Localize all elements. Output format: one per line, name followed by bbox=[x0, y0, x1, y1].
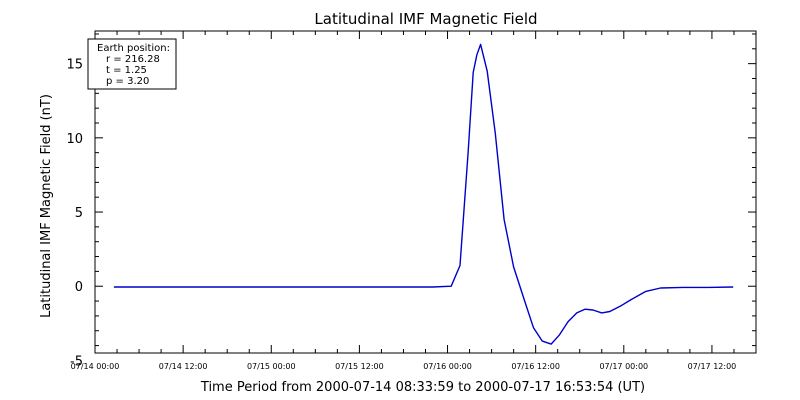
series-layer bbox=[113, 43, 734, 345]
legend-box: Earth position: r = 216.28 t = 1.25 p = … bbox=[87, 38, 177, 90]
legend-line: t = 1.25 bbox=[106, 65, 147, 76]
x-tick-label: 07/14 12:00 bbox=[159, 362, 208, 371]
x-tick-label: 07/17 00:00 bbox=[599, 362, 648, 371]
y-tick-label: 15 bbox=[66, 58, 83, 73]
y-tick-label: 5 bbox=[75, 206, 83, 221]
legend-line: r = 216.28 bbox=[106, 54, 160, 65]
x-axis-label: Time Period from 2000-07-14 08:33:59 to … bbox=[200, 380, 645, 395]
x-tick-label: 07/15 12:00 bbox=[335, 362, 384, 371]
x-tick-label: 07/16 12:00 bbox=[511, 362, 560, 371]
chart-title: Latitudinal IMF Magnetic Field bbox=[314, 10, 537, 28]
x-tick-label: 07/16 00:00 bbox=[423, 362, 472, 371]
x-tick-label: 07/15 00:00 bbox=[247, 362, 296, 371]
y-tick-label: 0 bbox=[75, 280, 83, 295]
legend-line: Earth position: bbox=[97, 43, 170, 54]
legend-line: p = 3.20 bbox=[106, 76, 149, 87]
series-line bbox=[113, 43, 734, 345]
axes: 07/14 00:00 07/14 12:00 07/15 00:00 07/15 1… bbox=[66, 31, 757, 371]
y-tick-label: 10 bbox=[66, 132, 83, 147]
plot-frame bbox=[94, 30, 757, 354]
y-tick-label: -5 bbox=[70, 354, 83, 369]
x-tick-label: 07/17 12:00 bbox=[688, 362, 737, 371]
y-axis-label: Latitudinal IMF Magnetic Field (nT) bbox=[39, 94, 54, 318]
x-tick-label: 07/14 00:00 bbox=[71, 362, 120, 371]
legend-frame bbox=[87, 38, 177, 90]
